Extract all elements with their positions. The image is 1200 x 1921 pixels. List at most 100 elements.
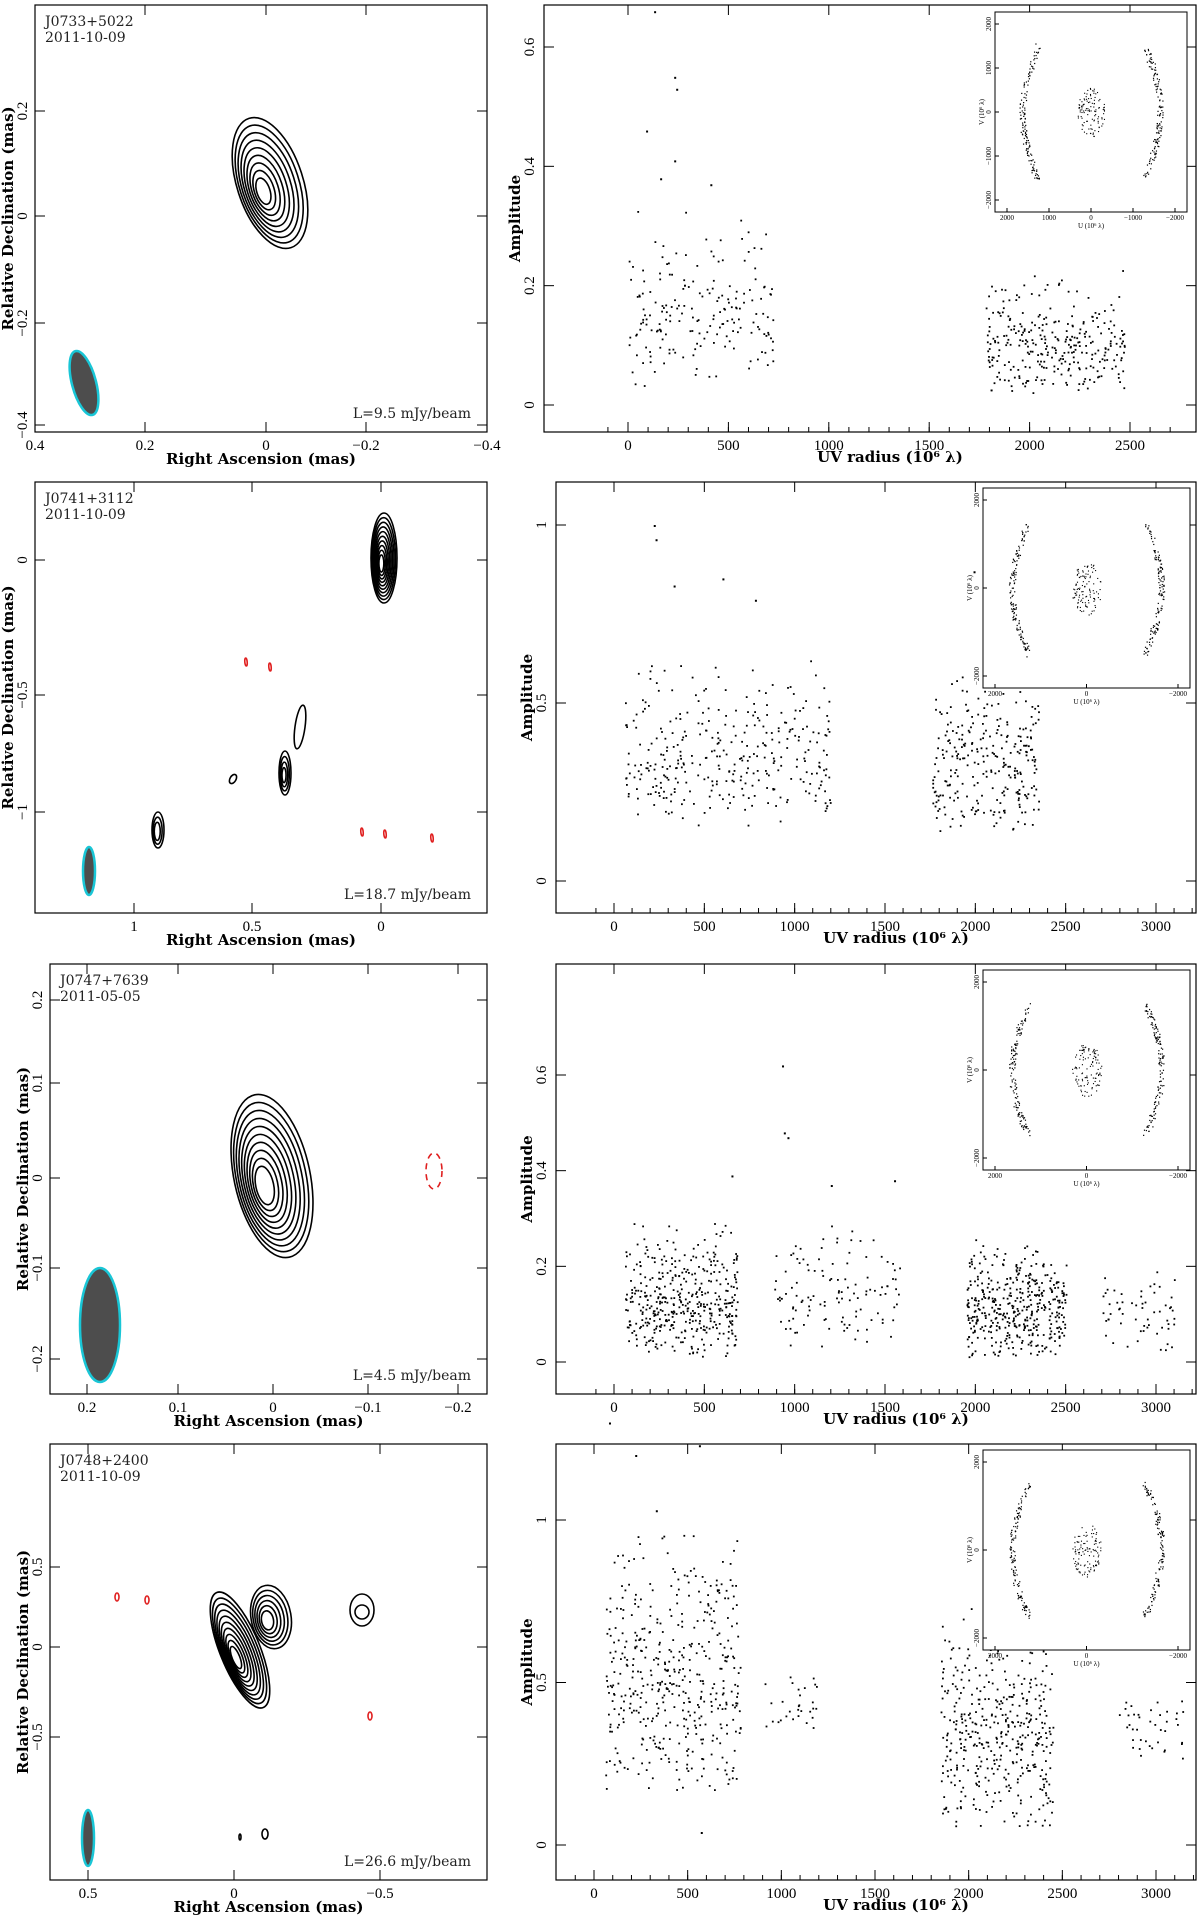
visibility-point <box>981 1715 984 1718</box>
visibility-point <box>681 1620 684 1623</box>
uv-sample <box>1150 53 1152 55</box>
visibility-point <box>699 1697 702 1700</box>
visibility-point <box>892 1278 894 1280</box>
visibility-point <box>991 359 994 361</box>
visibility-point <box>1032 1327 1035 1329</box>
uv-sample <box>1076 1081 1078 1083</box>
uv-sample <box>1018 557 1020 559</box>
visibility-point <box>634 764 637 767</box>
visibility-point <box>1107 1318 1110 1321</box>
visibility-point <box>992 1322 994 1324</box>
visibility-point <box>649 314 651 317</box>
visibility-point <box>1032 342 1035 345</box>
visibility-point <box>985 770 988 773</box>
uv-sample <box>1086 1077 1088 1079</box>
visibility-point <box>937 747 939 750</box>
uv-sample <box>1149 638 1151 640</box>
visibility-point <box>824 734 827 736</box>
visibility-point <box>736 1287 738 1290</box>
visibility-point <box>987 1283 990 1285</box>
visibility-point <box>993 1254 996 1256</box>
visibility-point <box>1017 792 1020 795</box>
visibility-point <box>946 1734 949 1737</box>
visibility-point <box>1104 1277 1106 1280</box>
visibility-point <box>851 1230 854 1233</box>
visibility-point <box>995 732 998 735</box>
visibility-point <box>1000 1341 1002 1344</box>
uv-sample <box>1084 1058 1086 1060</box>
uv-sample <box>1090 1074 1092 1076</box>
contour-level <box>255 177 272 206</box>
visibility-point <box>990 1325 993 1327</box>
uv-sample <box>1091 102 1093 104</box>
visibility-point <box>664 1683 667 1685</box>
visibility-point <box>658 1287 661 1290</box>
contour-level <box>251 1157 280 1212</box>
visibility-point <box>734 1335 737 1338</box>
visibility-point <box>947 740 950 742</box>
visibility-point <box>892 1319 895 1322</box>
visibility-point <box>1043 1783 1045 1786</box>
uv-sample <box>1155 1027 1157 1030</box>
visibility-point <box>937 737 940 740</box>
uv-sample <box>1150 1015 1153 1018</box>
visibility-point <box>1035 1250 1037 1253</box>
uv-sample <box>1155 612 1157 615</box>
visibility-point <box>1020 1721 1023 1724</box>
visibility-point <box>692 1315 694 1317</box>
uv-sample <box>1150 630 1152 632</box>
visibility-point <box>1119 1307 1121 1310</box>
visibility-point <box>739 307 741 310</box>
visibility-point <box>932 782 935 785</box>
uv-sample <box>1018 1104 1021 1106</box>
visibility-point <box>677 1588 680 1591</box>
visibility-point <box>1001 1742 1004 1744</box>
visibility-point <box>1038 1808 1041 1811</box>
visibility-point <box>735 1281 738 1284</box>
visibility-point <box>1091 353 1094 356</box>
inset-x-tick-label: 2000 <box>988 690 1003 698</box>
visibility-point <box>1006 1335 1009 1337</box>
x-axis-label: Right Ascension (mas) <box>166 450 356 468</box>
visibility-point <box>693 803 695 805</box>
visibility-point <box>692 316 694 319</box>
visibility-point <box>992 1772 995 1775</box>
visibility-point <box>1062 358 1064 360</box>
uv-sample <box>1086 1534 1088 1536</box>
visibility-point <box>670 811 673 814</box>
uv-sample <box>1149 644 1151 646</box>
visibility-point <box>972 722 974 725</box>
visibility-point <box>1017 1310 1020 1312</box>
uv-sample <box>1152 158 1154 161</box>
uv-sample <box>1157 611 1159 614</box>
visibility-point <box>1088 335 1091 338</box>
visibility-point <box>691 307 693 310</box>
visibility-point <box>1005 1785 1008 1788</box>
uv-sample <box>1159 124 1161 126</box>
visibility-point <box>1029 350 1032 353</box>
visibility-point <box>961 689 964 692</box>
x-tick-label: 1000 <box>780 1400 810 1416</box>
uv-sample <box>1036 170 1038 172</box>
visibility-point <box>658 328 661 331</box>
visibility-point <box>646 761 649 764</box>
visibility-point <box>1045 348 1047 350</box>
uv-sample <box>1083 103 1085 105</box>
uv-sample <box>1154 557 1156 559</box>
visibility-point <box>1061 279 1063 282</box>
visibility-point <box>753 753 755 755</box>
visibility-point <box>1122 334 1124 336</box>
uv-sample <box>1028 73 1030 75</box>
visibility-point <box>677 1336 680 1339</box>
uv-sample <box>1010 1058 1012 1060</box>
visibility-point <box>979 738 982 741</box>
visibility-point <box>665 1669 668 1672</box>
visibility-point <box>848 1299 851 1302</box>
visibility-point <box>635 1263 638 1266</box>
visibility-point <box>633 1558 635 1560</box>
visibility-point <box>1019 1300 1022 1303</box>
visibility-point <box>846 1327 849 1329</box>
visibility-point <box>999 315 1002 317</box>
uv-sample <box>1015 1088 1017 1090</box>
uv-sample <box>1087 565 1089 567</box>
